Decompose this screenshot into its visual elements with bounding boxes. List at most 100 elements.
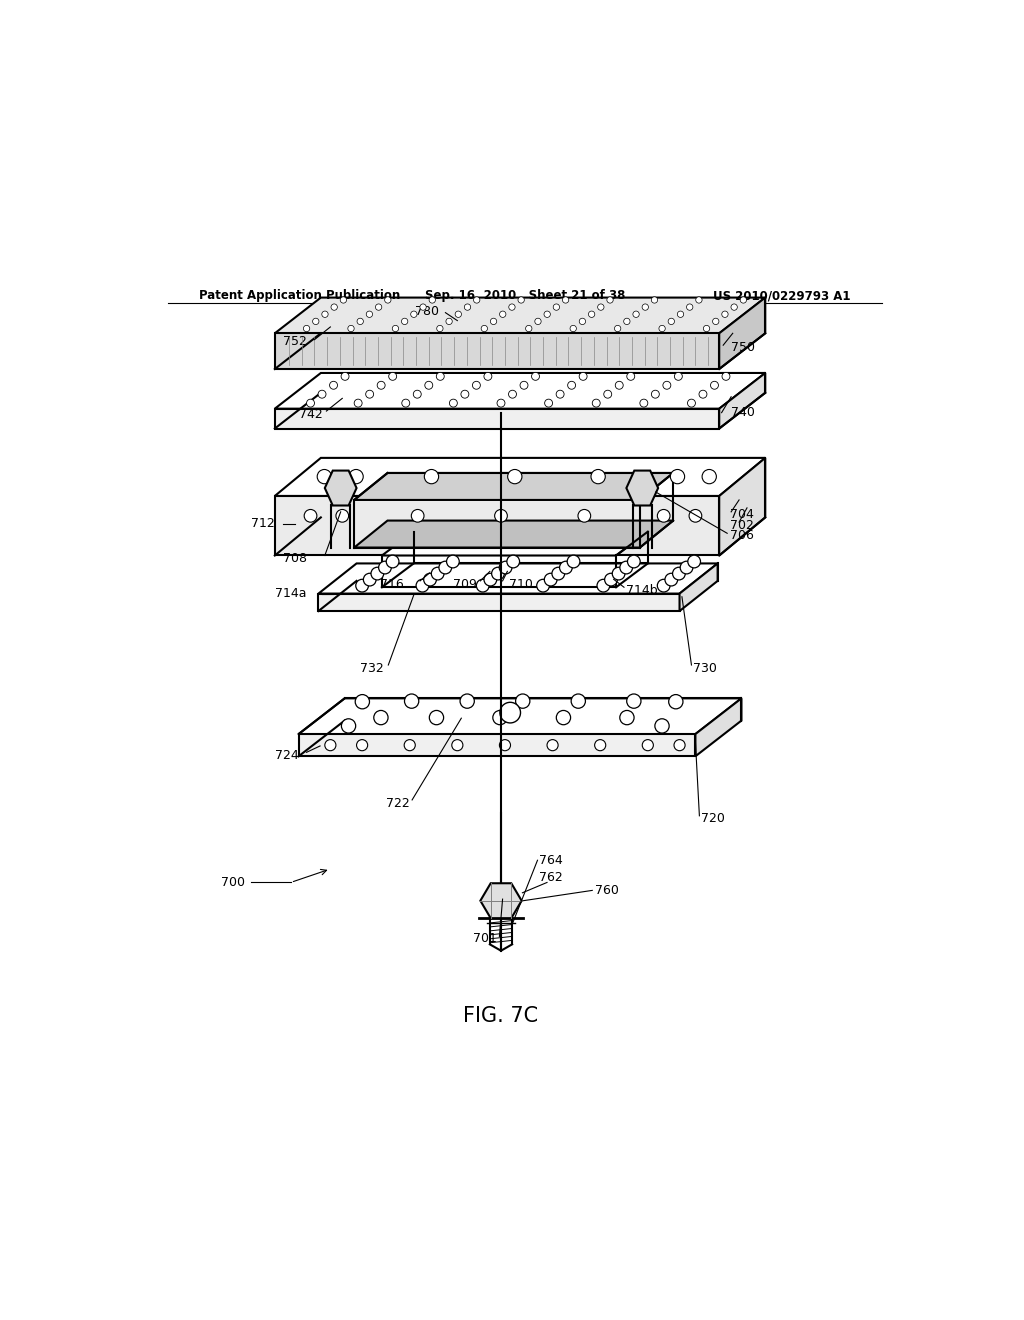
Circle shape bbox=[604, 391, 611, 399]
Circle shape bbox=[544, 312, 550, 317]
Circle shape bbox=[356, 739, 368, 751]
Circle shape bbox=[431, 568, 444, 579]
Circle shape bbox=[518, 297, 524, 304]
Circle shape bbox=[559, 561, 572, 574]
Circle shape bbox=[364, 573, 376, 586]
Circle shape bbox=[424, 470, 438, 483]
Circle shape bbox=[562, 297, 568, 304]
Circle shape bbox=[312, 318, 318, 325]
Circle shape bbox=[376, 304, 382, 310]
Circle shape bbox=[671, 470, 685, 483]
Circle shape bbox=[446, 556, 459, 568]
Circle shape bbox=[553, 304, 559, 310]
Polygon shape bbox=[274, 333, 719, 370]
Circle shape bbox=[731, 304, 737, 310]
Circle shape bbox=[642, 304, 648, 310]
Circle shape bbox=[317, 470, 332, 483]
Circle shape bbox=[545, 573, 557, 586]
Text: US 2010/0229793 A1: US 2010/0229793 A1 bbox=[713, 289, 850, 302]
Circle shape bbox=[385, 297, 391, 304]
Text: 708: 708 bbox=[283, 552, 307, 565]
Circle shape bbox=[416, 579, 429, 591]
Circle shape bbox=[547, 739, 558, 751]
Circle shape bbox=[567, 556, 580, 568]
Text: 701: 701 bbox=[473, 932, 497, 945]
Circle shape bbox=[624, 318, 630, 325]
Circle shape bbox=[658, 325, 666, 331]
Circle shape bbox=[702, 470, 717, 483]
Circle shape bbox=[366, 391, 374, 399]
Circle shape bbox=[686, 304, 693, 310]
Text: Sep. 16, 2010   Sheet 21 of 38: Sep. 16, 2010 Sheet 21 of 38 bbox=[425, 289, 625, 302]
Circle shape bbox=[404, 739, 416, 751]
Circle shape bbox=[484, 573, 497, 586]
Text: 706: 706 bbox=[729, 529, 754, 543]
Polygon shape bbox=[274, 409, 719, 429]
Polygon shape bbox=[719, 297, 765, 370]
Circle shape bbox=[414, 391, 421, 399]
Circle shape bbox=[604, 573, 617, 586]
Circle shape bbox=[439, 561, 452, 574]
Polygon shape bbox=[382, 532, 648, 556]
Circle shape bbox=[620, 710, 634, 725]
Text: 752: 752 bbox=[283, 335, 306, 347]
Circle shape bbox=[460, 694, 474, 709]
Circle shape bbox=[401, 399, 410, 407]
Circle shape bbox=[545, 399, 553, 407]
Circle shape bbox=[516, 694, 529, 709]
Circle shape bbox=[445, 318, 453, 325]
Circle shape bbox=[556, 391, 564, 399]
Circle shape bbox=[508, 470, 522, 483]
Circle shape bbox=[591, 470, 605, 483]
Circle shape bbox=[673, 568, 685, 579]
Circle shape bbox=[349, 470, 364, 483]
Circle shape bbox=[411, 312, 417, 317]
Circle shape bbox=[507, 556, 519, 568]
Circle shape bbox=[461, 391, 469, 399]
Text: 740: 740 bbox=[731, 407, 755, 420]
Circle shape bbox=[571, 694, 586, 709]
Text: 712: 712 bbox=[251, 517, 274, 531]
Circle shape bbox=[597, 579, 609, 591]
Circle shape bbox=[657, 579, 670, 591]
Circle shape bbox=[535, 318, 541, 325]
Circle shape bbox=[640, 399, 648, 407]
Circle shape bbox=[354, 399, 362, 407]
Polygon shape bbox=[695, 698, 741, 756]
Circle shape bbox=[379, 561, 391, 574]
Text: 710: 710 bbox=[509, 578, 532, 590]
Circle shape bbox=[306, 399, 314, 407]
Text: 720: 720 bbox=[701, 813, 725, 825]
Circle shape bbox=[509, 391, 516, 399]
Circle shape bbox=[612, 568, 625, 579]
Circle shape bbox=[570, 325, 577, 331]
Circle shape bbox=[355, 579, 369, 591]
Circle shape bbox=[500, 312, 506, 317]
Circle shape bbox=[455, 312, 462, 317]
Text: 750: 750 bbox=[731, 341, 755, 354]
Circle shape bbox=[711, 381, 719, 389]
Circle shape bbox=[303, 325, 309, 331]
Circle shape bbox=[367, 312, 373, 317]
Circle shape bbox=[500, 702, 520, 723]
Circle shape bbox=[669, 694, 683, 709]
Circle shape bbox=[371, 568, 384, 579]
Circle shape bbox=[665, 573, 678, 586]
Circle shape bbox=[357, 318, 364, 325]
Circle shape bbox=[331, 304, 337, 310]
Circle shape bbox=[589, 312, 595, 317]
Circle shape bbox=[703, 325, 710, 331]
Circle shape bbox=[374, 710, 388, 725]
Circle shape bbox=[429, 710, 443, 725]
Circle shape bbox=[680, 561, 693, 574]
Circle shape bbox=[340, 297, 346, 304]
Polygon shape bbox=[318, 594, 680, 611]
Text: 742: 742 bbox=[299, 408, 323, 421]
Text: 702: 702 bbox=[729, 519, 754, 532]
Circle shape bbox=[578, 510, 591, 523]
Circle shape bbox=[304, 510, 316, 523]
Circle shape bbox=[722, 372, 730, 380]
Circle shape bbox=[633, 312, 639, 317]
Polygon shape bbox=[274, 496, 719, 556]
Circle shape bbox=[620, 561, 633, 574]
